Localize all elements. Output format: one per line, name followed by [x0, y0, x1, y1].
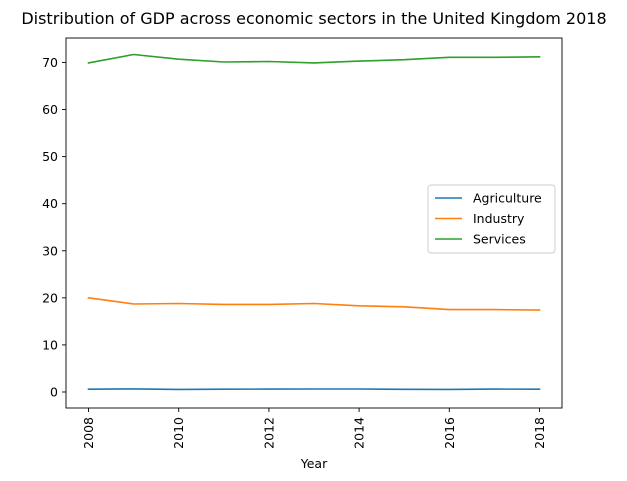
series-line-agriculture [89, 389, 540, 390]
series-line-industry [89, 298, 540, 310]
chart-title: Distribution of GDP across economic sect… [21, 9, 606, 28]
y-tick-label: 70 [42, 55, 58, 70]
y-tick-label: 50 [42, 149, 58, 164]
legend-label-industry: Industry [473, 211, 525, 226]
x-tick-label: 2010 [171, 417, 186, 449]
x-tick-label: 2016 [442, 417, 457, 449]
x-tick-label: 2012 [261, 417, 276, 449]
x-axis-label: Year [300, 456, 328, 471]
y-tick-label: 20 [42, 290, 58, 305]
y-tick-label: 10 [42, 337, 58, 352]
legend-label-services: Services [473, 232, 526, 247]
legend-label-agriculture: Agriculture [473, 191, 542, 206]
y-tick-label: 0 [50, 384, 58, 399]
y-tick-label: 40 [42, 196, 58, 211]
x-axis: 2008 2010 2012 2014 2016 2018 [81, 408, 547, 449]
x-tick-label: 2018 [532, 417, 547, 449]
x-tick-label: 2014 [352, 417, 367, 449]
y-tick-label: 30 [42, 243, 58, 258]
x-tick-label: 2008 [81, 417, 96, 449]
y-tick-label: 60 [42, 102, 58, 117]
y-axis: 0 10 20 30 40 50 60 70 [42, 55, 66, 400]
series-line-services [89, 55, 540, 63]
legend: Agriculture Industry Services [428, 185, 555, 253]
